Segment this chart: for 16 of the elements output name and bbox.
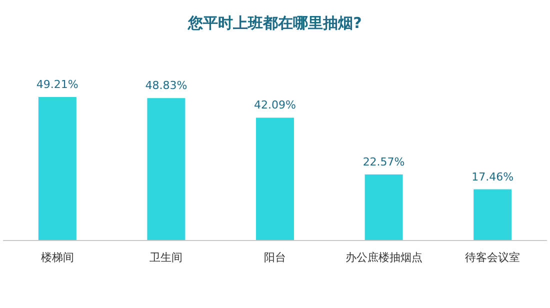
data-label: 22.57% [362,155,405,168]
x-tick-label: 阳台 [264,251,286,264]
bar [38,97,76,240]
bar [147,98,186,240]
chart-title: 您平时上班都在哪里抽烟? [187,14,362,32]
data-label: 17.46% [472,170,514,184]
bar [474,189,512,240]
x-tick-label: 待客会议室 [465,251,520,264]
data-label: 48.83% [145,79,188,92]
data-label: 49.21% [36,78,78,91]
x-tick-label: 楼梯间 [40,251,74,264]
bar [364,174,403,240]
x-tick-label: 办公庶楼抽烟点 [345,251,422,264]
x-tick-label: 卫生间 [150,251,183,264]
data-label: 42.09% [254,98,296,112]
bar [256,118,294,240]
